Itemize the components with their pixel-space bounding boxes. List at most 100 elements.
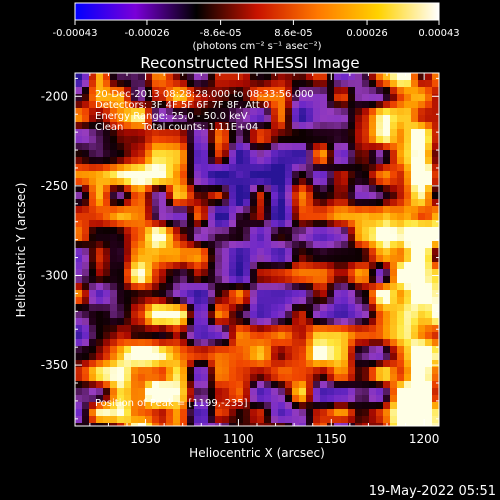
heatmap-cell bbox=[369, 164, 376, 171]
heatmap-cell bbox=[124, 192, 131, 199]
heatmap-cell bbox=[229, 157, 236, 164]
heatmap-cell bbox=[236, 192, 243, 199]
heatmap-cell bbox=[313, 395, 320, 402]
heatmap-cell bbox=[103, 87, 110, 94]
heatmap-cell bbox=[243, 416, 250, 423]
heatmap-cell bbox=[264, 276, 271, 283]
heatmap-cell bbox=[124, 143, 131, 150]
heatmap-cell bbox=[369, 297, 376, 304]
heatmap-cell bbox=[411, 192, 418, 199]
heatmap-cell bbox=[278, 353, 285, 360]
heatmap-cell bbox=[152, 346, 159, 353]
colorbar: -0.00043 -0.00026 -8.6e-05 8.6e-05 0.00026 0.… bbox=[53, 2, 460, 52]
heatmap-cell bbox=[341, 395, 348, 402]
heatmap-cell bbox=[376, 164, 383, 171]
heatmap-cell bbox=[411, 136, 418, 143]
heatmap-cell bbox=[320, 157, 327, 164]
heatmap-cell bbox=[173, 185, 180, 192]
heatmap-cell bbox=[285, 129, 292, 136]
heatmap-cell bbox=[383, 304, 390, 311]
heatmap-cell bbox=[257, 339, 264, 346]
heatmap-cell bbox=[229, 192, 236, 199]
heatmap-cell bbox=[292, 283, 299, 290]
heatmap-cell bbox=[110, 136, 117, 143]
heatmap-cell bbox=[264, 423, 271, 426]
heatmap-cell bbox=[215, 423, 222, 426]
heatmap-cell bbox=[250, 339, 257, 346]
heatmap-cell bbox=[82, 192, 89, 199]
heatmap-cell bbox=[152, 73, 159, 80]
heatmap-cell bbox=[243, 150, 250, 157]
heatmap-cell bbox=[376, 416, 383, 423]
heatmap-cell bbox=[96, 122, 103, 129]
heatmap-cell bbox=[96, 87, 103, 94]
colorbar-ticks bbox=[74, 20, 440, 25]
heatmap-cell bbox=[236, 80, 243, 87]
heatmap-cell bbox=[124, 297, 131, 304]
heatmap-cell bbox=[229, 122, 236, 129]
heatmap-cell bbox=[320, 423, 327, 426]
heatmap-cell bbox=[222, 402, 229, 409]
heatmap-cell bbox=[257, 332, 264, 339]
heatmap-cell bbox=[257, 213, 264, 220]
heatmap-cell bbox=[215, 325, 222, 332]
heatmap-cell bbox=[222, 353, 229, 360]
heatmap-cell bbox=[432, 374, 439, 381]
heatmap-cell bbox=[327, 171, 334, 178]
heatmap-cell bbox=[89, 402, 96, 409]
heatmap-cell bbox=[327, 129, 334, 136]
heatmap-cell bbox=[103, 325, 110, 332]
heatmap-cell bbox=[383, 80, 390, 87]
heatmap-cell bbox=[383, 255, 390, 262]
annotation-time-range: 20-Dec-2013 08:28:28.000 to 08:33:56.000 bbox=[95, 89, 314, 100]
heatmap-cell bbox=[257, 178, 264, 185]
heatmap-cell bbox=[299, 171, 306, 178]
heatmap-cell bbox=[390, 199, 397, 206]
heatmap-cell bbox=[306, 192, 313, 199]
heatmap-cell bbox=[390, 213, 397, 220]
heatmap-cell bbox=[180, 171, 187, 178]
heatmap-cell bbox=[299, 192, 306, 199]
heatmap-cell bbox=[82, 353, 89, 360]
heatmap-cell bbox=[145, 213, 152, 220]
heatmap-cell bbox=[89, 353, 96, 360]
heatmap-cell bbox=[166, 227, 173, 234]
heatmap-cell bbox=[166, 241, 173, 248]
heatmap-cell bbox=[145, 164, 152, 171]
heatmap-cell bbox=[194, 290, 201, 297]
heatmap-cell bbox=[201, 136, 208, 143]
heatmap-cell bbox=[376, 255, 383, 262]
heatmap-cell bbox=[222, 108, 229, 115]
heatmap-cell bbox=[145, 178, 152, 185]
heatmap-cell bbox=[313, 374, 320, 381]
heatmap-cell bbox=[229, 206, 236, 213]
heatmap-cell bbox=[418, 269, 425, 276]
heatmap-cell bbox=[89, 108, 96, 115]
heatmap-cell bbox=[257, 206, 264, 213]
heatmap-cell bbox=[222, 213, 229, 220]
heatmap-cell bbox=[383, 318, 390, 325]
heatmap-cell bbox=[257, 199, 264, 206]
heatmap-cell bbox=[180, 220, 187, 227]
heatmap-cell bbox=[82, 262, 89, 269]
heatmap-cell bbox=[257, 395, 264, 402]
heatmap-cell bbox=[320, 325, 327, 332]
heatmap-cell bbox=[229, 241, 236, 248]
heatmap-cell bbox=[348, 346, 355, 353]
heatmap-cell bbox=[124, 332, 131, 339]
heatmap-cell bbox=[131, 276, 138, 283]
heatmap-cell bbox=[75, 325, 82, 332]
heatmap-cell bbox=[411, 297, 418, 304]
heatmap-cell bbox=[390, 157, 397, 164]
heatmap-cell bbox=[320, 150, 327, 157]
heatmap-cell bbox=[404, 255, 411, 262]
heatmap-cell bbox=[355, 129, 362, 136]
heatmap-cell bbox=[376, 304, 383, 311]
heatmap-cell bbox=[194, 339, 201, 346]
heatmap-cell bbox=[257, 269, 264, 276]
heatmap-cell bbox=[215, 360, 222, 367]
heatmap-cell bbox=[299, 101, 306, 108]
heatmap-cell bbox=[341, 108, 348, 115]
heatmap-cell bbox=[320, 122, 327, 129]
heatmap-cell bbox=[152, 241, 159, 248]
